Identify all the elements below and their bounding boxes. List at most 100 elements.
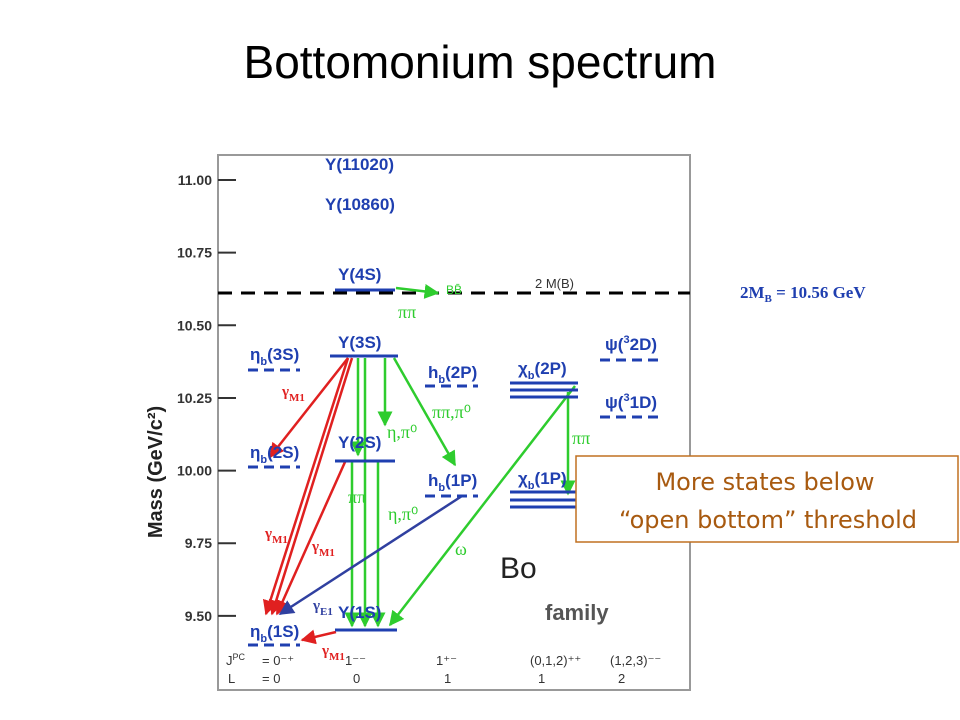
transition-label: ππ <box>572 428 590 448</box>
l-value: 2 <box>618 671 625 686</box>
state-label-main: χ <box>518 469 528 488</box>
state-label-sub: b <box>438 374 445 386</box>
arrow <box>389 385 576 627</box>
jpc-label: JPC <box>226 652 246 668</box>
state-label-main: h <box>428 363 438 382</box>
transition-label-main: γ <box>311 539 319 555</box>
state-label-sub: b <box>528 370 535 382</box>
l-value: 0 <box>353 671 360 686</box>
state-label-main: Υ <box>338 433 350 452</box>
state-label-main: η <box>250 345 260 364</box>
state-label-term: (1P) <box>445 471 477 490</box>
arrow <box>269 357 349 459</box>
state-label-term: (2S) <box>349 433 381 452</box>
levels: Υ(11020)Υ(10860)Υ(4S)Υ(3S)ηb(3S)hb(2P) χb… <box>248 155 662 663</box>
note-main: 2M <box>740 283 765 302</box>
state-label-main: χ <box>518 359 528 378</box>
transition-label: γM1 <box>321 643 345 663</box>
y-tick-label: 9.50 <box>185 608 212 624</box>
state-label-main: η <box>250 622 260 641</box>
transition-label: ω <box>455 539 467 559</box>
transition-label: η,π⁰ <box>388 504 418 524</box>
arrow <box>395 283 440 299</box>
state-label: hb(1P) <box>428 471 477 494</box>
transition-label-main: γ <box>264 526 272 542</box>
y-tick-label: 9.75 <box>185 535 212 551</box>
slide-title: Bottomonium spectrum <box>244 36 717 88</box>
transition-label: γM1 <box>264 526 288 546</box>
threshold-label: 2 M(B) <box>535 276 574 291</box>
arrow <box>278 494 463 616</box>
y-tick-label: 10.50 <box>177 317 212 333</box>
transition-label: γM1 <box>281 384 305 404</box>
jpc-value: 1⁻⁻ <box>345 653 366 668</box>
quantum-numbers: JPC L = 0⁻⁺ 1⁻⁻ 1⁺⁻ (0,1,2)⁺⁺ (1,2,3)⁻⁻ = 0 0 1 1 2 <box>226 652 661 686</box>
arrow <box>262 357 350 616</box>
state-label-term: 2D) <box>630 335 657 354</box>
state-label-main: Υ <box>338 603 350 622</box>
transition-label: γM1 <box>311 539 335 559</box>
state-label-term: (1S) <box>267 622 299 641</box>
state-label-term: (10860) <box>336 195 395 214</box>
state-label-main: ψ( <box>605 393 624 412</box>
callout-line: More states below <box>655 468 874 496</box>
transitions <box>262 283 576 645</box>
state-label: Υ(10860) <box>325 195 395 214</box>
transition-label-main: η,π⁰ <box>387 422 417 442</box>
transition-label-main: ππ <box>398 302 416 322</box>
transition-label: γE1 <box>312 598 333 618</box>
state-label: ηb(3S) <box>250 345 299 368</box>
state-label-main: h <box>428 471 438 490</box>
jpc-value: (1,2,3)⁻⁻ <box>610 653 661 668</box>
transition-label-main: ππ,π⁰ <box>432 402 471 422</box>
state-label-term: (11020) <box>336 155 394 174</box>
background-text: Bo <box>500 552 537 585</box>
state-label: Υ(1S) <box>338 603 381 622</box>
state-label: hb(2P) <box>428 363 477 386</box>
l-label: L <box>228 671 235 686</box>
arrow <box>268 357 354 616</box>
threshold-note: 2MB = 10.56 GeV <box>740 283 866 305</box>
y-tick-label: 10.25 <box>177 390 212 406</box>
transition-label-main: ω <box>455 539 467 559</box>
state-label: Υ(11020) <box>325 155 394 174</box>
transition-label-main: γ <box>312 598 320 614</box>
transition-label-sub: M1 <box>289 392 305 404</box>
state-label: ηb(1S) <box>250 622 299 645</box>
state-label-term: (2P) <box>535 359 567 378</box>
decay-label: BB̄ <box>446 283 462 297</box>
state-label-sub: b <box>260 356 267 368</box>
transition-label-main: η,π⁰ <box>388 504 418 524</box>
transition-label-sub: E1 <box>320 606 333 618</box>
state-label: χb(1P) <box>518 469 567 492</box>
state-label-main: Υ <box>338 333 350 352</box>
transition-label-main: ππ <box>572 428 590 448</box>
transition-label-sub: M1 <box>272 534 288 546</box>
state-label: χb(2P) <box>518 359 567 382</box>
state-label-term: 1D) <box>630 393 657 412</box>
state-label-sub: b <box>260 633 267 645</box>
callout-line: “open bottom” threshold <box>619 506 917 534</box>
transition-label-main: ππ <box>348 487 366 507</box>
note-sub: B <box>765 293 773 305</box>
state-label-main: η <box>250 443 260 462</box>
state-label-term: (4S) <box>349 265 381 284</box>
state-label-main: Υ <box>325 195 337 214</box>
arrow <box>275 461 347 616</box>
state-label-term: (1P) <box>535 469 567 488</box>
jpc-main: J <box>226 653 233 668</box>
state-label-sub: b <box>528 480 535 492</box>
transition-label-sub: M1 <box>319 547 335 559</box>
state-label-sub: b <box>438 482 445 494</box>
background-text: family <box>545 600 609 625</box>
state-label-term: (2P) <box>445 363 477 382</box>
state-label: Υ(4S) <box>338 265 381 284</box>
jpc-value: (0,1,2)⁺⁺ <box>530 653 581 668</box>
state-label-main: Υ <box>338 265 350 284</box>
arrow <box>300 629 337 645</box>
state-label: Υ(3S) <box>338 333 381 352</box>
state-label-term: (3S) <box>349 333 381 352</box>
state-label: ψ(32D) <box>605 334 657 354</box>
state-label: Υ(2S) <box>338 433 381 452</box>
transition-label: ππ <box>398 302 416 322</box>
